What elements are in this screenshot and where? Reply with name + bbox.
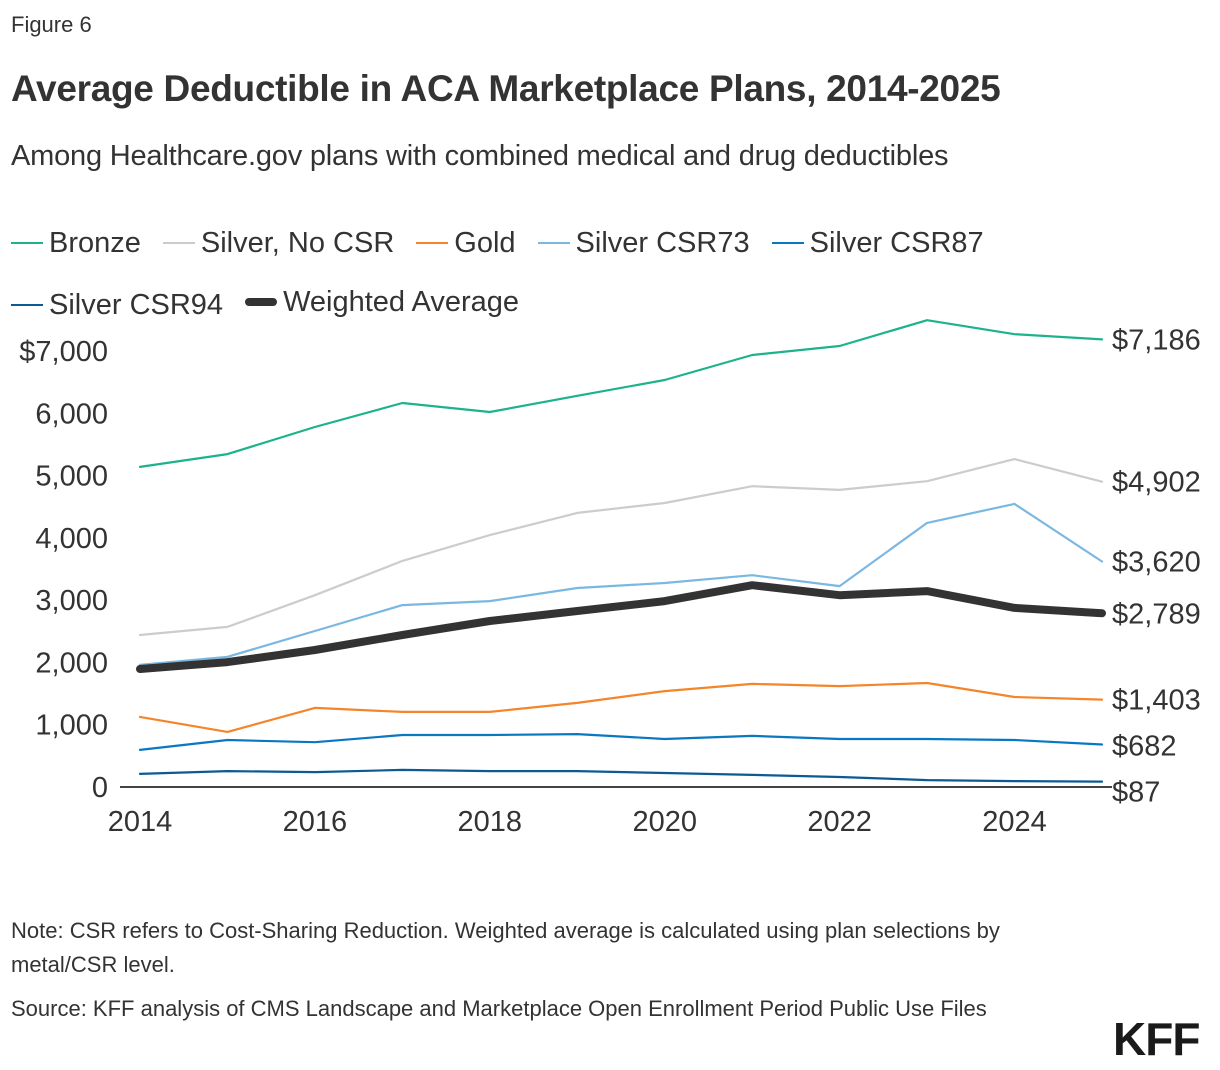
legend-label: Weighted Average	[283, 286, 519, 318]
x-tick-label: 2024	[982, 806, 1047, 838]
figure-label: Figure 6	[11, 12, 92, 37]
series-line-silver-no-csr	[138, 458, 1104, 637]
y-tick-label: 1,000	[35, 710, 108, 742]
series-line-bronze	[138, 319, 1104, 468]
legend-item-bronze: Bronze	[11, 216, 141, 270]
end-label-weighted-average: $2,789	[1112, 598, 1201, 630]
x-tick-label: 2020	[632, 806, 697, 838]
legend-label: Silver CSR87	[809, 227, 984, 259]
line-chart: 0 1,000 2,000 3,000 4,000 5,000 6,000 $7,000 20…	[19, 319, 1201, 838]
x-tick-label: 2014	[108, 806, 173, 838]
series-line-silver-csr94	[138, 768, 1104, 783]
series-line-weighted-average	[136, 581, 1106, 673]
legend-item-silver-no-csr: Silver, No CSR	[162, 216, 395, 270]
x-tick-label: 2022	[807, 806, 872, 838]
y-tick-label: 5,000	[35, 461, 108, 493]
legend-label: Silver, No CSR	[200, 227, 395, 259]
legend-swatch	[11, 304, 43, 306]
legend-item-gold: Gold	[416, 216, 516, 270]
legend-swatch	[771, 242, 804, 244]
y-tick-label: 0	[92, 772, 108, 804]
series-layer	[136, 319, 1106, 783]
y-tick-label: 2,000	[35, 647, 108, 679]
legend-swatch	[537, 242, 570, 244]
legend-item-silver-csr87: Silver CSR87	[771, 216, 984, 270]
end-label-silver-csr87: $682	[1112, 731, 1177, 763]
legend-item-weighted-average: Weighted Average	[245, 275, 519, 329]
x-tick-label: 2018	[458, 806, 523, 838]
legend-swatch	[11, 242, 43, 244]
y-tick-label: 3,000	[35, 585, 108, 617]
series-line-silver-csr73	[138, 502, 1104, 666]
chart-title: Average Deductible in ACA Marketplace Pl…	[11, 68, 1001, 109]
series-line-gold	[138, 681, 1104, 733]
end-label-silver-no-csr: $4,902	[1112, 467, 1201, 499]
end-label-silver-csr73: $3,620	[1112, 547, 1201, 579]
legend-item-silver-csr94: Silver CSR94	[11, 278, 223, 332]
x-tick-label: 2016	[283, 806, 348, 838]
legend-item-silver-csr73: Silver CSR73	[537, 216, 750, 270]
y-tick-label: 6,000	[35, 398, 108, 430]
legend-label: Silver CSR94	[49, 289, 224, 321]
series-line-silver-csr87	[138, 733, 1104, 751]
chart-legend: Bronze Silver, No CSR Gold Silver CSR73 Silv…	[11, 208, 1211, 332]
end-label-bronze: $7,186	[1112, 324, 1201, 356]
kff-logo: KFF	[1113, 1013, 1200, 1065]
chart-source: Source: KFF analysis of CMS Landscape an…	[11, 996, 987, 1021]
y-tick-label: 4,000	[35, 523, 108, 555]
end-label-silver-csr94: $87	[1112, 777, 1160, 809]
legend-swatch	[416, 242, 449, 244]
y-tick-label: $7,000	[19, 336, 108, 368]
legend-label: Bronze	[49, 227, 141, 259]
legend-swatch	[245, 298, 278, 306]
x-axis-ticks: 2014 2016 2018 2020 2022 2024	[108, 806, 1047, 838]
end-labels: $7,186 $4,902 $3,620 $2,789 $1,403 $682 $87	[1112, 324, 1201, 808]
chart-note: Note: CSR refers to Cost-Sharing Reducti…	[11, 918, 1000, 977]
y-axis-ticks: 0 1,000 2,000 3,000 4,000 5,000 6,000 $7,000	[19, 336, 108, 804]
legend-label: Silver CSR73	[575, 227, 750, 259]
legend-label: Gold	[454, 227, 516, 259]
legend-swatch	[162, 242, 195, 244]
end-label-gold: $1,403	[1112, 685, 1201, 717]
chart-subtitle: Among Healthcare.gov plans with combined…	[11, 140, 949, 172]
